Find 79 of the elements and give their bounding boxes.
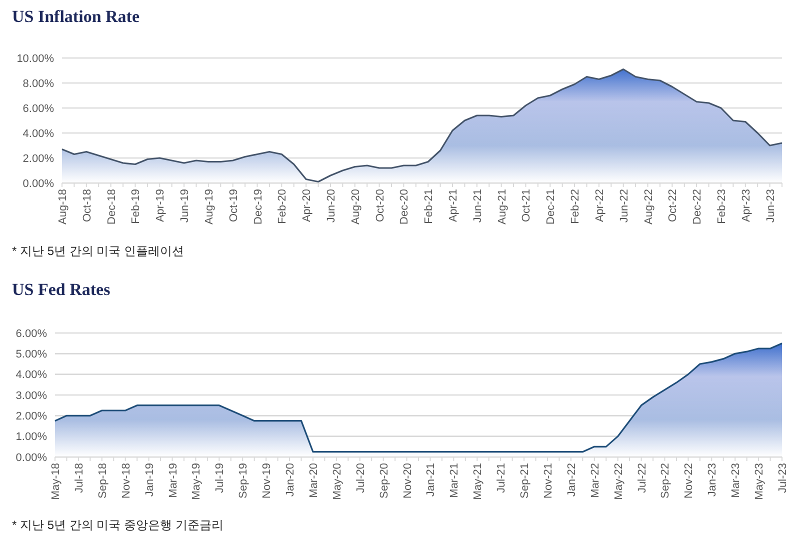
x-tick-label: Jul-23	[777, 463, 789, 493]
y-tick-label: 0.00%	[16, 452, 48, 464]
x-tick-label: Sep-18	[96, 463, 109, 498]
x-tick-label: Sep-20	[378, 463, 390, 498]
y-tick-label: 3.00%	[16, 390, 48, 402]
x-tick-label: Feb-23	[716, 189, 728, 224]
x-tick-label: Dec-19	[252, 189, 264, 224]
x-tick-label: Apr-21	[448, 189, 460, 222]
y-tick-label: 4.00%	[22, 128, 54, 140]
x-tick-label: Mar-19	[167, 463, 180, 498]
text: * 지난 5년 간의 미국 인플레이션	[12, 244, 184, 258]
x-tick-label: Aug-18	[57, 189, 69, 224]
x-tick-label: Jul-20	[354, 463, 367, 493]
x-tick-label: May-18	[50, 463, 62, 500]
x-tick-label: Apr-20	[301, 189, 314, 222]
x-tick-label: Oct-22	[667, 189, 680, 222]
x-tick-label: Nov-18	[120, 463, 132, 498]
x-tick-label: May-21	[472, 463, 484, 500]
y-tick-label: 8.00%	[22, 78, 54, 90]
y-tick-label: 5.00%	[16, 348, 48, 361]
x-tick-label: Jul-18	[73, 463, 86, 493]
x-tick-label: Jun-23	[764, 189, 777, 223]
x-tick-label: Jun-22	[618, 189, 630, 223]
x-tick-label: Sep-21	[519, 463, 532, 498]
x-tick-label: Nov-19	[261, 463, 274, 498]
x-tick-label: Jan-22	[566, 463, 578, 497]
text: * 지난 5년 간의 미국 중앙은행 기준금리	[12, 518, 224, 532]
chart-title: US Inflation Rate	[12, 7, 140, 26]
x-tick-label: Apr-19	[154, 189, 167, 222]
x-tick-label: Jul-21	[496, 463, 508, 493]
x-tick-label: Feb-22	[570, 189, 582, 224]
x-tick-label: Apr-23	[740, 189, 752, 222]
x-tick-label: Mar-23	[730, 463, 742, 498]
x-tick-label: Oct-20	[374, 189, 386, 222]
y-tick-label: 6.00%	[22, 102, 54, 115]
x-tick-label: Apr-22	[594, 189, 606, 222]
x-tick-label: Jan-19	[144, 463, 156, 497]
y-tick-label: 0.00%	[22, 178, 54, 190]
x-tick-label: Aug-19	[203, 189, 216, 224]
x-tick-label: Aug-22	[642, 189, 655, 224]
x-tick-label: Oct-19	[228, 189, 240, 222]
x-tick-label: Jan-21	[425, 463, 438, 497]
x-tick-label: May-23	[754, 463, 766, 500]
y-tick-label: 10.00%	[16, 52, 54, 65]
x-tick-label: Jul-19	[214, 463, 226, 493]
x-tick-label: Aug-20	[350, 189, 362, 224]
x-tick-label: Sep-22	[660, 463, 672, 498]
y-tick-label: 4.00%	[16, 369, 48, 382]
y-tick-label: 2.00%	[22, 152, 54, 165]
x-tick-label: Nov-22	[683, 463, 696, 498]
y-tick-label: 6.00%	[16, 328, 48, 340]
x-tick-label: Mar-22	[589, 463, 602, 498]
x-tick-label: Feb-19	[130, 189, 142, 224]
x-tick-label: Feb-21	[423, 189, 436, 224]
x-tick-label: May-19	[190, 463, 203, 500]
x-tick-label: Jul-22	[636, 463, 648, 493]
x-tick-label: Jun-20	[325, 189, 338, 223]
x-tick-label: May-20	[331, 463, 344, 500]
y-tick-label: 1.00%	[16, 431, 48, 444]
x-tick-label: Jun-19	[179, 189, 192, 223]
x-tick-label: Feb-20	[276, 189, 289, 224]
x-tick-label: Jun-21	[472, 189, 484, 223]
x-tick-label: Nov-21	[542, 463, 554, 498]
x-tick-label: Jan-20	[284, 463, 297, 497]
x-tick-label: May-22	[612, 463, 625, 500]
x-tick-label: Oct-21	[520, 189, 533, 222]
x-tick-label: Nov-20	[402, 463, 414, 498]
x-tick-label: Dec-22	[692, 189, 704, 224]
x-tick-label: Dec-21	[545, 189, 558, 224]
x-tick-label: Mar-21	[448, 463, 461, 498]
x-tick-label: Dec-20	[398, 189, 411, 224]
x-tick-label: Oct-18	[81, 189, 94, 222]
chart-title: US Fed Rates	[12, 280, 111, 299]
x-tick-label: Aug-21	[496, 189, 508, 224]
x-tick-label: Mar-20	[308, 463, 320, 498]
x-tick-label: Dec-18	[106, 189, 118, 224]
y-tick-label: 2.00%	[16, 410, 48, 423]
x-tick-label: Sep-19	[238, 463, 250, 498]
x-tick-label: Jan-23	[706, 463, 719, 497]
